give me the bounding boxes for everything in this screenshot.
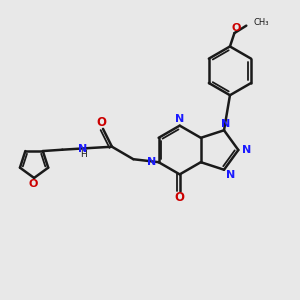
Text: N: N <box>242 145 251 155</box>
Text: N: N <box>221 119 231 129</box>
Text: O: O <box>175 191 185 204</box>
Text: O: O <box>97 116 106 129</box>
Text: N: N <box>79 143 88 154</box>
Text: N: N <box>175 114 184 124</box>
Text: H: H <box>80 150 86 159</box>
Text: O: O <box>29 179 38 189</box>
Text: O: O <box>231 23 241 33</box>
Text: N: N <box>226 170 235 180</box>
Text: N: N <box>147 157 156 167</box>
Text: CH₃: CH₃ <box>254 18 269 27</box>
